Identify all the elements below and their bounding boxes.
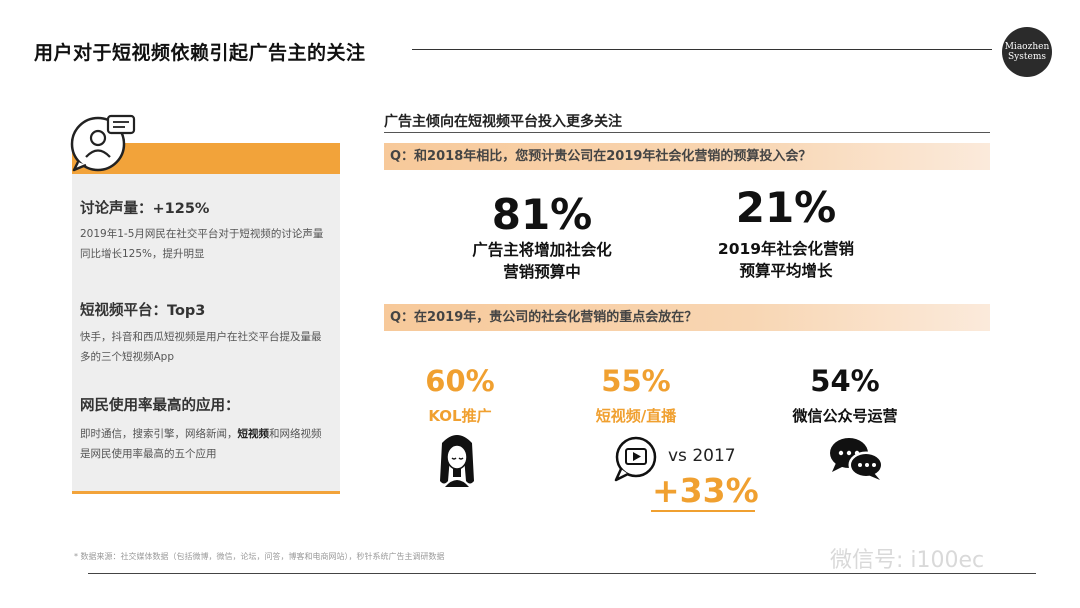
- section-title: 广告主倾向在短视频平台投入更多关注: [384, 114, 622, 130]
- stat-label-wechat: 微信公众号运营: [792, 407, 898, 425]
- stat-desc-platform: 快手，抖音和西瓜短视频是用户在社交平台提及量最多的三个短视频App: [80, 331, 322, 363]
- wechat-watermark: 微信号: i100ec: [830, 548, 985, 573]
- stat-value-wechat: 54%: [810, 364, 880, 398]
- question-1: Q：和2018年相比，您预计贵公司在2019年社会化营销的预算投入会？: [390, 149, 812, 164]
- growth-underline: [651, 510, 755, 512]
- page-title: 用户对于短视频依赖引起广告主的关注: [34, 42, 366, 64]
- stat-label-video: 短视频/直播: [595, 407, 677, 425]
- source-footnote: * 数据来源：社交媒体数据（包括微博，微信，论坛，问答，博客和电商网站），秒针系…: [74, 552, 445, 561]
- stat-value-kol: 60%: [425, 364, 495, 398]
- stat-heading-platform: 短视频平台：Top3: [80, 303, 206, 319]
- card-bottom-bar: [72, 491, 340, 494]
- stat-desc-apps: 即时通信，搜索引擎，网络新闻，短视频和网络视频是网民使用率最高的五个应用: [80, 424, 330, 464]
- video-chat-icon: [614, 436, 657, 482]
- stat-label-increase-line2: 营销预算中: [503, 263, 581, 281]
- stat-label-growth-line1: 2019年社会化营销: [717, 240, 855, 258]
- stat-label-growth-line2: 预算平均增长: [739, 262, 833, 280]
- stat-label-increase: 广告主将增加社会化 营销预算中: [442, 239, 642, 283]
- question-2: Q：在2019年，贵公司的社会化营销的重点会放在？: [390, 310, 698, 325]
- stat-desc-apps-pre: 即时通信，搜索引擎，网络新闻，: [80, 428, 238, 440]
- footer-divider: [88, 573, 1036, 574]
- stat-value-increase: 81%: [491, 190, 593, 239]
- stat-desc-volume: 2019年1-5月网民在社交平台对于短视频的讨论声量同比增长125%，提升明显: [80, 228, 324, 260]
- stat-heading-apps: 网民使用率最高的应用：: [80, 398, 240, 414]
- growth-value: +33%: [652, 471, 759, 510]
- stats-card: [72, 174, 340, 492]
- wechat-bubbles-icon: [830, 438, 884, 480]
- stat-value-video: 55%: [601, 364, 671, 398]
- title-divider: [412, 49, 992, 50]
- chat-bubble-person-icon: [70, 114, 136, 172]
- kol-person-icon: [440, 435, 474, 487]
- section-divider: [384, 132, 990, 133]
- stat-label-growth: 2019年社会化营销 预算平均增长: [686, 238, 886, 282]
- stat-value-growth: 21%: [735, 183, 837, 232]
- logo-line1: Miaozhen: [1004, 42, 1050, 52]
- stat-label-kol: KOL推广: [428, 407, 492, 425]
- question-band-2: Q：在2019年，贵公司的社会化营销的重点会放在？: [384, 304, 990, 331]
- stat-desc-apps-bold: 短视频: [237, 428, 270, 440]
- stat-label-increase-line1: 广告主将增加社会化: [472, 241, 612, 259]
- logo-line2: Systems: [1008, 52, 1046, 62]
- miaozhen-logo: Miaozhen Systems: [1002, 27, 1052, 77]
- stat-heading-volume: 讨论声量：+125%: [80, 201, 210, 217]
- vs-label: vs 2017: [668, 446, 736, 466]
- stat-desc-apps-post: 和网络视频是网民使用率最高的五个应用: [80, 428, 322, 460]
- question-band-1: Q：和2018年相比，您预计贵公司在2019年社会化营销的预算投入会？: [384, 143, 990, 170]
